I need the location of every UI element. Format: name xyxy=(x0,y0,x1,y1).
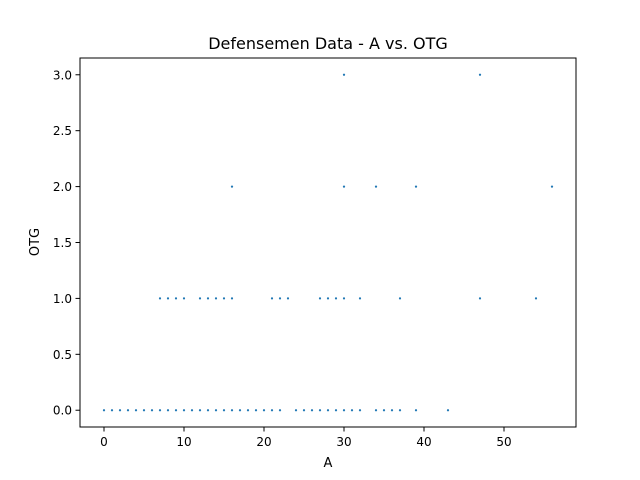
data-point-0-36 xyxy=(414,409,418,412)
data-point-0-30 xyxy=(350,409,354,412)
data-point-0-64 xyxy=(478,73,482,76)
data-point-0-41 xyxy=(182,297,186,300)
data-point-0-13 xyxy=(206,409,210,412)
x-tick-label-4: 40 xyxy=(416,435,431,449)
data-point-0-16 xyxy=(230,409,234,412)
data-point-0-40 xyxy=(174,297,178,300)
data-point-0-21 xyxy=(270,409,274,412)
chart-title: Defensemen Data - A vs. OTG xyxy=(208,34,448,53)
data-point-0-20 xyxy=(262,409,266,412)
data-point-0-28 xyxy=(334,409,338,412)
data-point-0-52 xyxy=(334,297,338,300)
data-point-0-56 xyxy=(478,297,482,300)
data-point-0-50 xyxy=(318,297,322,300)
data-point-0-37 xyxy=(446,409,450,412)
x-axis-label: A xyxy=(324,456,333,471)
data-point-0-53 xyxy=(342,297,346,300)
data-point-0-6 xyxy=(150,409,154,412)
y-axis-ticks: 0.0 0.5 1.0 1.5 2.0 2.5 3.0 xyxy=(53,68,80,418)
data-point-0-9 xyxy=(174,409,178,412)
y-tick-label-6: 3.0 xyxy=(53,68,72,82)
y-tick-label-1: 0.5 xyxy=(53,348,72,362)
data-point-0-11 xyxy=(190,409,194,412)
data-point-0-17 xyxy=(238,409,242,412)
data-point-0-39 xyxy=(166,297,170,300)
data-point-0-57 xyxy=(534,297,538,300)
data-point-0-26 xyxy=(318,409,322,412)
data-point-0-46 xyxy=(230,297,234,300)
data-point-0-54 xyxy=(358,297,362,300)
data-point-0-12 xyxy=(198,409,202,412)
data-point-0-60 xyxy=(374,185,378,188)
data-point-0-22 xyxy=(278,409,282,412)
data-point-0-44 xyxy=(214,297,218,300)
data-point-0-58 xyxy=(230,185,234,188)
data-point-0-4 xyxy=(134,409,138,412)
y-tick-label-2: 1.0 xyxy=(53,292,72,306)
data-point-0-61 xyxy=(414,185,418,188)
y-tick-label-0: 0.0 xyxy=(53,404,72,418)
y-tick-label-4: 2.0 xyxy=(53,180,72,194)
data-point-0-51 xyxy=(326,297,330,300)
x-tick-label-3: 30 xyxy=(336,435,351,449)
data-point-0-45 xyxy=(222,297,226,300)
y-axis-label: OTG xyxy=(28,228,43,256)
x-tick-label-2: 20 xyxy=(256,435,271,449)
data-point-0-2 xyxy=(118,409,122,412)
data-point-0-25 xyxy=(310,409,314,412)
x-tick-label-5: 50 xyxy=(496,435,511,449)
data-point-0-43 xyxy=(206,297,210,300)
data-point-0-35 xyxy=(398,409,402,412)
data-point-0-19 xyxy=(254,409,258,412)
data-point-0-33 xyxy=(382,409,386,412)
data-point-0-15 xyxy=(222,409,226,412)
data-point-0-31 xyxy=(358,409,362,412)
data-point-0-47 xyxy=(270,297,274,300)
x-tick-label-1: 10 xyxy=(176,435,191,449)
x-tick-label-0: 0 xyxy=(100,435,108,449)
data-point-0-23 xyxy=(294,409,298,412)
data-point-0-18 xyxy=(246,409,250,412)
data-point-0-24 xyxy=(302,409,306,412)
x-axis-ticks: 0 10 20 30 40 50 xyxy=(100,427,512,449)
data-point-0-59 xyxy=(342,185,346,188)
data-point-0-5 xyxy=(142,409,146,412)
data-point-0-0 xyxy=(102,409,106,412)
data-point-0-63 xyxy=(342,73,346,76)
data-point-0-62 xyxy=(550,185,554,188)
data-point-0-49 xyxy=(286,297,290,300)
data-point-0-34 xyxy=(390,409,394,412)
y-tick-label-5: 2.5 xyxy=(53,124,72,138)
data-point-0-8 xyxy=(166,409,170,412)
data-point-0-55 xyxy=(398,297,402,300)
data-point-0-29 xyxy=(342,409,346,412)
data-point-0-10 xyxy=(182,409,186,412)
data-point-0-38 xyxy=(158,297,162,300)
data-point-0-3 xyxy=(126,409,130,412)
data-point-0-27 xyxy=(326,409,330,412)
points-layer xyxy=(102,73,554,412)
data-point-0-14 xyxy=(214,409,218,412)
data-point-0-48 xyxy=(278,297,282,300)
data-point-0-32 xyxy=(374,409,378,412)
data-point-0-42 xyxy=(198,297,202,300)
data-point-0-7 xyxy=(158,409,162,412)
data-point-0-1 xyxy=(110,409,114,412)
y-tick-label-3: 1.5 xyxy=(53,236,72,250)
